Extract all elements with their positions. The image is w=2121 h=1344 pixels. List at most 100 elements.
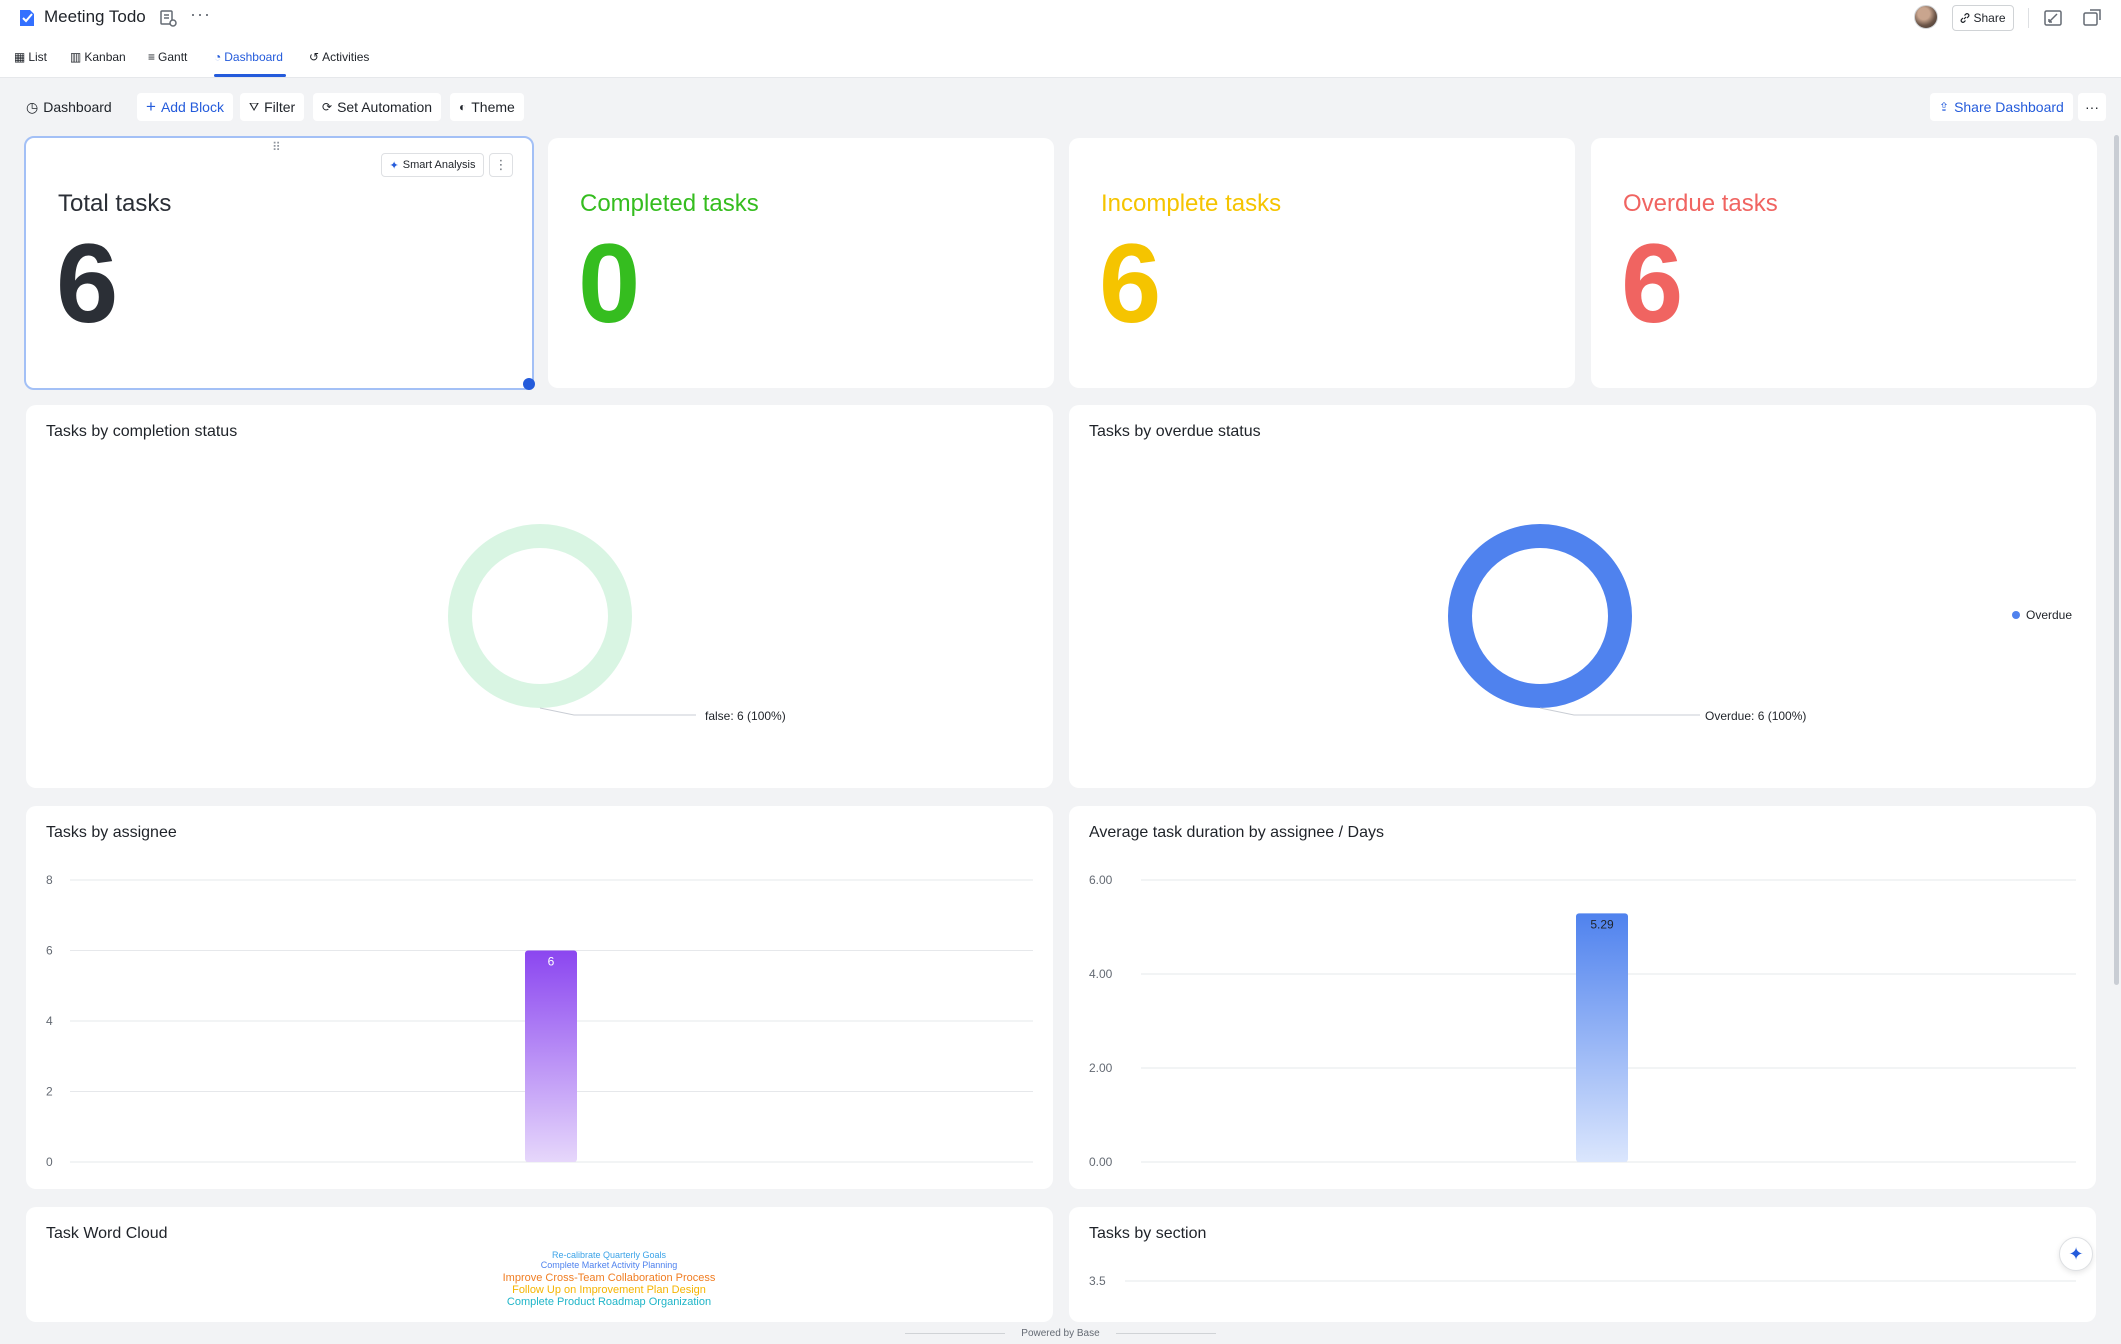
- footer-rule: [1115, 1332, 1216, 1334]
- activity-icon: ↺: [309, 50, 320, 64]
- share-button-label: Share: [1973, 11, 2006, 25]
- tab-activities[interactable]: ↺ Activities: [309, 50, 369, 64]
- share-dashboard-label: Share Dashboard: [1954, 99, 2064, 115]
- scrollbar[interactable]: [2114, 135, 2119, 985]
- chart-card-tasks-by-assignee[interactable]: Tasks by assignee 0 2 4 6 8 6: [26, 806, 1053, 1189]
- y-tick-label: 4: [46, 1014, 53, 1028]
- tab-list[interactable]: ▦ List: [14, 50, 47, 64]
- y-tick-label: 4.00: [1089, 967, 1113, 981]
- chart-title: Tasks by overdue status: [1089, 423, 1261, 440]
- chart-card-overdue-status[interactable]: Tasks by overdue status Overdue: 6 (100%…: [1069, 405, 2096, 788]
- tab-dashboard[interactable]: ◔ Dashboard: [214, 50, 283, 64]
- share-dashboard-button[interactable]: ⇪ Share Dashboard: [1930, 93, 2073, 121]
- more-icon: ···: [2085, 99, 2099, 115]
- divider: [2028, 8, 2029, 28]
- y-tick-label: 0: [46, 1155, 53, 1169]
- app-logo-icon: [20, 10, 34, 26]
- chart-title: Tasks by assignee: [46, 824, 177, 841]
- tab-gantt-label: Gantt: [158, 50, 188, 64]
- chart-card-tasks-by-section[interactable]: Tasks by section 3.5: [1069, 1207, 2096, 1322]
- dashboard-more-button[interactable]: ···: [2078, 93, 2106, 121]
- ai-assistant-button[interactable]: ✦: [2059, 1237, 2093, 1271]
- legend-dot: [2012, 611, 2020, 619]
- tab-kanban[interactable]: ▥ Kanban: [70, 50, 126, 64]
- y-tick-label: 0.00: [1089, 1155, 1113, 1169]
- share-button[interactable]: Share: [1952, 5, 2014, 31]
- filter-label: Filter: [264, 99, 296, 115]
- y-tick-label: 8: [46, 873, 53, 887]
- stat-card-completed[interactable]: Completed tasks 0: [548, 138, 1054, 388]
- add-block-button[interactable]: + Add Block: [137, 93, 233, 121]
- app-title: Meeting Todo: [44, 7, 146, 26]
- sparkle-icon: ✦: [2068, 1243, 2084, 1264]
- smart-analysis-label: Smart Analysis: [402, 159, 476, 171]
- y-tick-label: 2.00: [1089, 1061, 1113, 1075]
- dashboard-menu-label: Dashboard: [43, 99, 112, 115]
- word-cloud-card[interactable]: Task Word Cloud Re-calibrate Quarterly G…: [26, 1207, 1053, 1322]
- donut-data-label: Overdue: 6 (100%): [1705, 709, 1806, 723]
- table-icon: ▦: [14, 50, 26, 64]
- dashboard-icon: ◔: [214, 50, 222, 64]
- filter-button[interactable]: ⛛ Filter: [240, 93, 305, 121]
- stat-card-incomplete[interactable]: Incomplete tasks 6: [1069, 138, 1575, 388]
- chart-legend[interactable]: Overdue: [2012, 608, 2072, 622]
- open-window-icon[interactable]: [2081, 7, 2103, 29]
- dashboard-menu-button[interactable]: ◷ Dashboard: [17, 93, 121, 121]
- bar-value-label: 6: [548, 955, 555, 969]
- set-automation-label: Set Automation: [337, 99, 433, 115]
- set-automation-button[interactable]: ⟳ Set Automation: [313, 93, 442, 121]
- more-options-icon[interactable]: ···: [190, 4, 211, 24]
- kanban-icon: ▥: [70, 50, 82, 64]
- tab-kanban-label: Kanban: [84, 50, 126, 64]
- stat-value: 0: [578, 221, 641, 346]
- add-block-label: Add Block: [160, 99, 224, 115]
- card-more-button[interactable]: ⋮: [489, 153, 513, 177]
- word-cloud-word: Complete Product Roadmap Organization: [506, 1296, 712, 1308]
- sparkle-icon: ✦: [389, 159, 399, 172]
- word-cloud-word: Improve Cross-Team Collaboration Process: [502, 1272, 716, 1284]
- drag-handle-icon[interactable]: ⠿: [272, 140, 282, 154]
- donut-slice-overdue[interactable]: [1448, 524, 1632, 708]
- top-bar: Meeting Todo ··· Share ▦ List ▥ Kanban ≡ Ga…: [0, 0, 2121, 78]
- dashboard-icon: ◷: [26, 98, 39, 115]
- donut-data-label: false: 6 (100%): [705, 709, 786, 723]
- palette-icon: ◐: [459, 100, 467, 114]
- theme-button[interactable]: ◐ Theme: [450, 93, 524, 121]
- tab-dashboard-label: Dashboard: [224, 50, 283, 64]
- tab-gantt[interactable]: ≡ Gantt: [148, 50, 187, 64]
- stat-card-overdue[interactable]: Overdue tasks 6: [1591, 138, 2097, 388]
- bar: [525, 950, 577, 1162]
- data-label-leader: [539, 707, 696, 716]
- share-icon: ⇪: [1939, 100, 1950, 114]
- stat-label: Total tasks: [58, 190, 172, 217]
- stat-label: Completed tasks: [580, 190, 759, 217]
- bar: [1576, 913, 1628, 1162]
- y-tick-label: 6: [46, 944, 53, 958]
- chart-card-completion-status[interactable]: Tasks by completion status false: 6 (100…: [26, 405, 1053, 788]
- gantt-icon: ≡: [148, 50, 156, 64]
- y-tick-label: 6.00: [1089, 873, 1113, 887]
- doc-settings-icon[interactable]: [158, 8, 178, 28]
- completion-donut-chart: false: 6 (100%): [448, 524, 786, 723]
- filter-icon: ⛛: [249, 99, 260, 114]
- duration-bar-chart: 0.00 2.00 4.00 6.00 5.29: [1089, 873, 2076, 1169]
- donut-slice-false[interactable]: [448, 524, 632, 708]
- stat-label: Overdue tasks: [1623, 190, 1778, 217]
- theme-label: Theme: [471, 99, 515, 115]
- section-bar-chart: 3.5: [1089, 1274, 2076, 1288]
- smart-analysis-button[interactable]: ✦ Smart Analysis: [381, 153, 484, 177]
- word-cloud-word: Complete Market Activity Planning: [540, 1260, 678, 1270]
- chart-card-avg-duration[interactable]: Average task duration by assignee / Days…: [1069, 806, 2096, 1189]
- fullscreen-icon[interactable]: [2042, 7, 2064, 29]
- footer-label: Powered by Base: [1021, 1327, 1100, 1339]
- plus-icon: +: [146, 97, 156, 116]
- stat-card-total[interactable]: ⠿ ✦ Smart Analysis ⋮ Total tasks 6: [24, 136, 534, 390]
- chart-title: Tasks by completion status: [46, 423, 238, 440]
- footer: Powered by Base: [0, 1322, 2121, 1344]
- chart-title: Average task duration by assignee / Days: [1089, 824, 1384, 841]
- word-cloud-word: Follow Up on Improvement Plan Design: [512, 1284, 706, 1296]
- resize-handle[interactable]: [523, 378, 535, 390]
- footer-rule: [905, 1332, 1006, 1334]
- avatar[interactable]: [1914, 5, 1938, 29]
- stat-value: 6: [1621, 221, 1684, 346]
